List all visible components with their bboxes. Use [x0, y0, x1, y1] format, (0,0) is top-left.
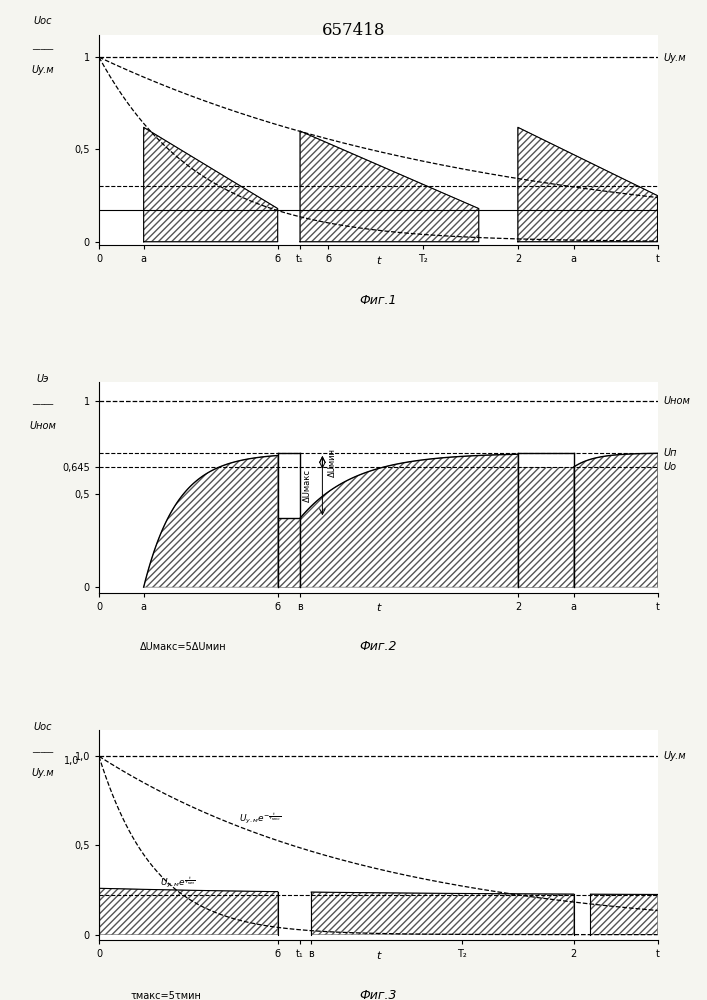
- Text: Uном: Uном: [663, 396, 690, 406]
- Text: Фиг.2: Фиг.2: [359, 640, 397, 653]
- Text: Uэ: Uэ: [37, 374, 49, 384]
- Polygon shape: [144, 455, 278, 587]
- Text: ─────: ─────: [33, 47, 54, 53]
- Text: Uп: Uп: [663, 448, 677, 458]
- Polygon shape: [518, 127, 658, 242]
- Text: 657418: 657418: [322, 22, 385, 39]
- Polygon shape: [590, 894, 658, 935]
- Text: Uy.м: Uy.м: [663, 53, 686, 63]
- Text: Uy.м: Uy.м: [32, 768, 54, 778]
- Text: 1,0: 1,0: [64, 756, 79, 766]
- Text: τмакс=5τмин: τмакс=5τмин: [131, 991, 201, 1000]
- Text: Uy.м: Uy.м: [32, 65, 54, 75]
- Text: Фиг.1: Фиг.1: [359, 294, 397, 307]
- Polygon shape: [300, 454, 518, 587]
- Polygon shape: [574, 453, 658, 587]
- Text: $U_{y.м}e^{-\frac{t}{\tau_{макс}}}$: $U_{y.м}e^{-\frac{t}{\tau_{макс}}}$: [239, 810, 281, 826]
- Text: Uoc: Uoc: [34, 722, 52, 732]
- Text: ─────: ─────: [33, 403, 54, 409]
- Text: Uoc: Uoc: [34, 16, 52, 26]
- Polygon shape: [144, 127, 278, 242]
- X-axis label: t: t: [376, 256, 380, 266]
- Text: Фиг.3: Фиг.3: [359, 989, 397, 1000]
- X-axis label: t: t: [376, 951, 380, 961]
- Text: Uy.м: Uy.м: [663, 751, 686, 761]
- Text: ΔUмин: ΔUмин: [328, 448, 337, 477]
- Text: ΔUмакс: ΔUмакс: [303, 469, 312, 502]
- Text: ─────: ─────: [33, 750, 54, 756]
- Polygon shape: [518, 467, 574, 587]
- Text: Uном: Uном: [30, 421, 57, 431]
- Polygon shape: [311, 892, 574, 935]
- Polygon shape: [278, 518, 300, 587]
- Polygon shape: [300, 131, 479, 242]
- Text: $U_{y.м}e^{\frac{t}{\tau_{мин}}}$: $U_{y.м}e^{\frac{t}{\tau_{мин}}}$: [160, 874, 196, 890]
- Text: Uо: Uо: [663, 462, 676, 472]
- Polygon shape: [99, 888, 278, 935]
- X-axis label: t: t: [376, 603, 380, 613]
- Text: ΔUмакс=5ΔUмин: ΔUмакс=5ΔUмин: [139, 642, 226, 652]
